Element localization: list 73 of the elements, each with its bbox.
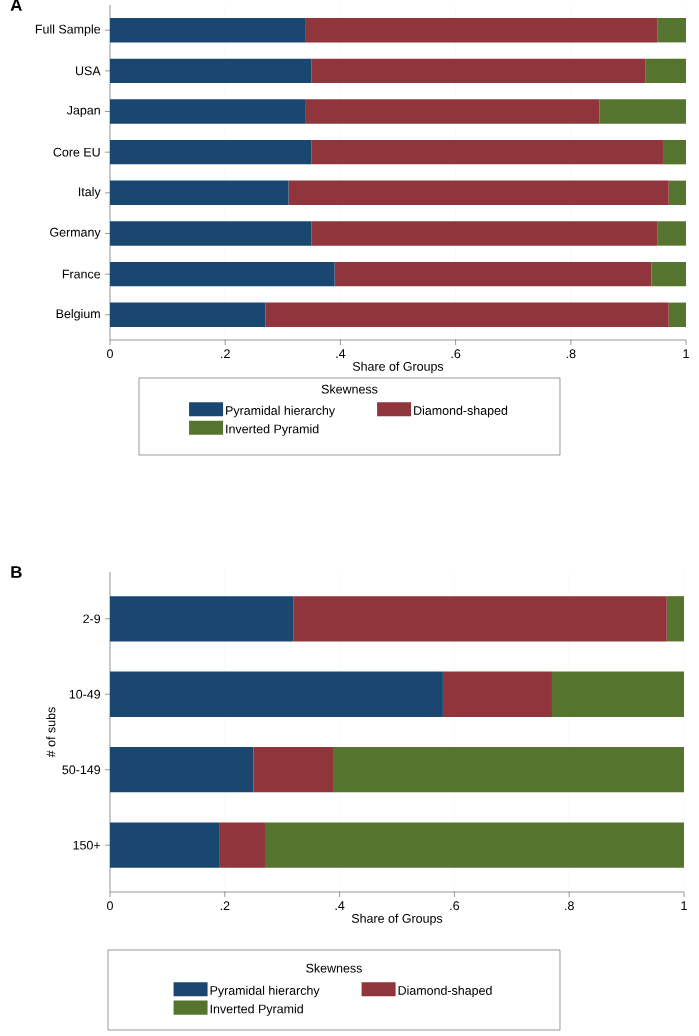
y-tick-label: Core EU [53,147,100,157]
y-axis-title: # of subs [46,707,56,758]
bar [110,99,306,124]
bar [110,180,289,206]
bar [599,99,686,124]
bar [657,18,686,43]
legend-label: Diamond-shaped [414,405,508,418]
y-tick-label: 2-9 [83,614,101,624]
bar [657,221,686,246]
y-tick-label: Germany [50,227,101,240]
chart-title: A [10,0,22,11]
bar [253,747,334,793]
bar [110,596,294,642]
bar [668,180,686,206]
bar [110,822,220,868]
bar [305,99,600,124]
bar [110,18,306,43]
x-tick-label: .6 [451,349,461,359]
bar [110,221,312,246]
legend-label: Inverted Pyramid [226,424,319,436]
chart-title: B [11,566,22,578]
bar [110,747,254,793]
x-tick-label: .6 [450,901,460,911]
x-tick-label: .8 [566,349,576,359]
legend-label: Diamond-shaped [398,985,492,998]
bar [293,596,667,642]
legend-title: Skewness [321,384,378,394]
x-axis-title: Share of Groups [351,913,443,926]
x-tick-label: .8 [565,901,574,911]
x-tick-label: .4 [336,349,346,358]
bar [110,58,312,84]
bar [311,58,646,84]
y-tick-label: 50-149 [62,765,101,775]
y-tick-label: Belgium [56,308,100,321]
y-tick-label: 150+ [73,840,101,850]
bar [334,261,652,287]
y-tick-label: 10-49 [69,689,101,699]
y-tick-label: Japan [66,105,100,118]
legend-label: Pyramidal hierarchy [210,985,320,998]
x-tick-label: 0 [107,901,113,911]
bar [551,671,684,717]
bar [311,139,663,165]
bar [442,671,552,717]
bar [645,58,686,84]
x-tick-label: 1 [683,349,689,358]
legend-label: Pyramidal hierarchy [226,405,336,418]
x-tick-label: .2 [220,901,230,911]
bar [311,221,658,246]
bar [264,822,684,868]
y-tick-label: Italy [78,187,101,199]
bar [219,822,265,868]
x-tick-label: 0 [107,349,113,359]
x-axis-title: Share of Groups [352,361,444,374]
y-tick-label: Full Sample [35,24,101,36]
legend-label: Inverted Pyramid [210,1004,303,1016]
bar [110,302,266,327]
bar [110,139,312,165]
y-tick-label: France [62,269,101,279]
bar [305,18,658,43]
bar [668,302,686,327]
bar [110,671,443,717]
legend-title: Skewness [306,963,362,973]
bar [265,302,669,327]
x-tick-label: .2 [221,349,230,359]
bar [666,596,684,642]
y-tick-label: USA [76,66,101,76]
bar [288,180,669,206]
bar [110,261,335,287]
bar [651,261,686,287]
bar [333,747,684,793]
bar [662,139,686,165]
x-tick-label: 1 [681,901,687,910]
x-tick-label: .4 [335,901,345,910]
